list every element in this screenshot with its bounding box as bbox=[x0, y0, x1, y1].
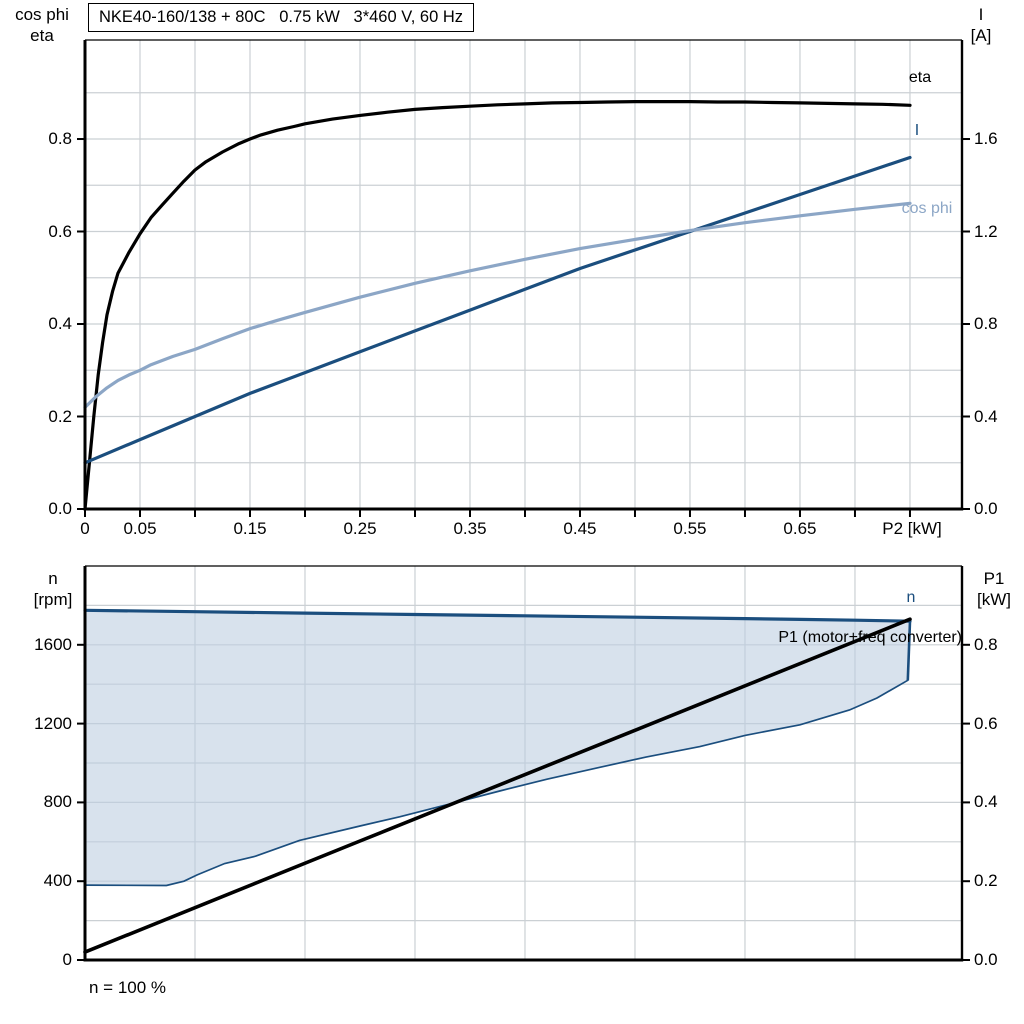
y-right-tick-label: 0.4 bbox=[974, 792, 998, 812]
y-left-tick-label: 800 bbox=[43, 792, 72, 812]
bottom-chart-left-axis-header: n [rpm] bbox=[21, 568, 85, 610]
x-tick-label: 0.25 bbox=[343, 519, 377, 538]
y-right-tick-label: 0.0 bbox=[974, 950, 998, 969]
x-tick-label: 0 bbox=[80, 519, 90, 538]
right-axis-header-line2: [A] bbox=[970, 26, 992, 45]
y-left-tick-label: 1600 bbox=[34, 634, 72, 654]
y-right-tick-label: 0.4 bbox=[974, 406, 998, 426]
y-right-tick-label: 0.8 bbox=[974, 314, 998, 333]
speed-annotation: n = 100 % bbox=[89, 978, 167, 997]
bottom-chart-right-axis-header: P1 [kW] bbox=[966, 568, 1022, 610]
curve-label-eta: eta bbox=[908, 69, 932, 86]
y-right-tick-label: 0.0 bbox=[974, 499, 998, 518]
y-left-tick-label: 0 bbox=[62, 950, 72, 969]
y-left-tick-label: 0.8 bbox=[48, 129, 72, 149]
left-axis-header-line1: cos phi bbox=[15, 5, 69, 24]
y-right-tick-label: 0.2 bbox=[974, 871, 998, 891]
y-left-tick-label: 400 bbox=[43, 871, 72, 891]
y-left-tick-label: 1200 bbox=[34, 713, 72, 733]
y-left-tick-label: 0.4 bbox=[48, 314, 72, 333]
y-left-tick-label: 0.2 bbox=[48, 406, 72, 426]
x-tick-label: 0.45 bbox=[563, 519, 597, 538]
y-left-tick-label: 0.6 bbox=[48, 221, 72, 241]
y-right-tick-label: 0.8 bbox=[974, 634, 998, 654]
curve-label-cos: cos phi bbox=[901, 200, 953, 217]
left-axis-header-line2: eta bbox=[30, 26, 54, 45]
right-axis-header-line2: [kW] bbox=[977, 590, 1011, 609]
chart-title: NKE40-160/138 + 80C 0.75 kW 3*460 V, 60 … bbox=[88, 3, 474, 32]
x-tick-label: 0.35 bbox=[453, 519, 487, 538]
left-axis-header-line1: n bbox=[48, 569, 58, 588]
top-chart-right-axis-header: I [A] bbox=[955, 4, 1007, 46]
x-axis-unit-label: P2 [kW] bbox=[882, 519, 942, 538]
top-chart-left-axis-header: cos phi eta bbox=[6, 4, 78, 46]
right-axis-header-line1: P1 bbox=[983, 569, 1005, 588]
x-tick-label: 0.15 bbox=[233, 519, 267, 538]
y-right-tick-label: 1.6 bbox=[974, 129, 998, 149]
curve-label-p1: P1 (motor+freq converter) bbox=[778, 629, 962, 646]
x-tick-label: 0.65 bbox=[783, 519, 817, 538]
curve-label-n: n bbox=[906, 589, 916, 606]
y-left-tick-label: 0.0 bbox=[48, 499, 72, 518]
x-tick-label: 0.05 bbox=[123, 519, 157, 538]
y-right-tick-label: 1.2 bbox=[974, 221, 998, 241]
curve-label-i: I bbox=[914, 122, 920, 139]
left-axis-header-line2: [rpm] bbox=[33, 590, 73, 609]
right-axis-header-line1: I bbox=[978, 5, 984, 24]
x-tick-label: 0.55 bbox=[673, 519, 707, 538]
y-right-tick-label: 0.6 bbox=[974, 713, 998, 733]
